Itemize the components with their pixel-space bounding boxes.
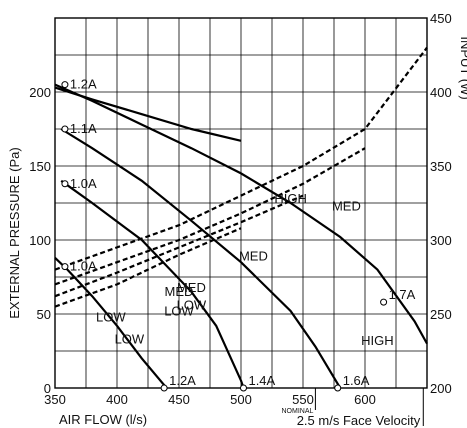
current-label: 1.0A xyxy=(70,259,97,274)
y-tick-label: 0 xyxy=(44,381,51,396)
x-tick-label: 550 xyxy=(292,392,314,407)
y2-axis-label: INPUT (W) xyxy=(458,36,467,99)
x-axis-label: AIR FLOW (l/s) xyxy=(59,412,147,427)
current-marker xyxy=(161,385,167,391)
current-marker xyxy=(62,126,68,132)
y2-tick-label: 350 xyxy=(430,159,452,174)
curve-annotation: HIGH xyxy=(274,191,307,206)
current-marker xyxy=(335,385,341,391)
current-marker xyxy=(62,181,68,187)
x-tick-label: 500 xyxy=(230,392,252,407)
current-label: 1.2A xyxy=(70,77,97,92)
x-tick-label: 400 xyxy=(106,392,128,407)
current-marker xyxy=(62,264,68,270)
curve-annotation: LOW xyxy=(177,298,207,313)
y2-tick-label: 400 xyxy=(430,85,452,100)
current-label: 1.6A xyxy=(343,373,370,388)
current-marker xyxy=(62,82,68,88)
current-label: 1.1A xyxy=(70,121,97,136)
current-marker xyxy=(381,299,387,305)
curve-annotation: MED xyxy=(239,249,268,264)
curve-annotation: LOW xyxy=(96,309,126,324)
y-tick-label: 50 xyxy=(37,307,51,322)
current-label: 1.2A xyxy=(169,373,196,388)
y2-tick-label: 300 xyxy=(430,233,452,248)
y2-tick-label: 450 xyxy=(430,11,452,26)
curve-annotation: MED xyxy=(332,198,361,213)
face-velocity-label: 2.5 m/s Face Velocity xyxy=(297,413,421,428)
current-marker xyxy=(240,385,246,391)
curve-annotation: LOW xyxy=(115,332,145,347)
y2-tick-label: 200 xyxy=(430,381,452,396)
curve-annotation: MED xyxy=(177,280,206,295)
current-label: 1.0A xyxy=(70,176,97,191)
curve-annotation: HIGH xyxy=(361,333,394,348)
y-tick-label: 200 xyxy=(29,85,51,100)
x-tick-label: 600 xyxy=(354,392,376,407)
current-label: 1.7A xyxy=(389,287,416,302)
y-axis-label: EXTERNAL PRESSURE (Pa) xyxy=(7,147,22,318)
y-tick-label: 100 xyxy=(29,233,51,248)
current-label: 1.4A xyxy=(248,373,275,388)
y2-tick-label: 250 xyxy=(430,307,452,322)
x-tick-label: 450 xyxy=(168,392,190,407)
y-tick-label: 150 xyxy=(29,159,51,174)
